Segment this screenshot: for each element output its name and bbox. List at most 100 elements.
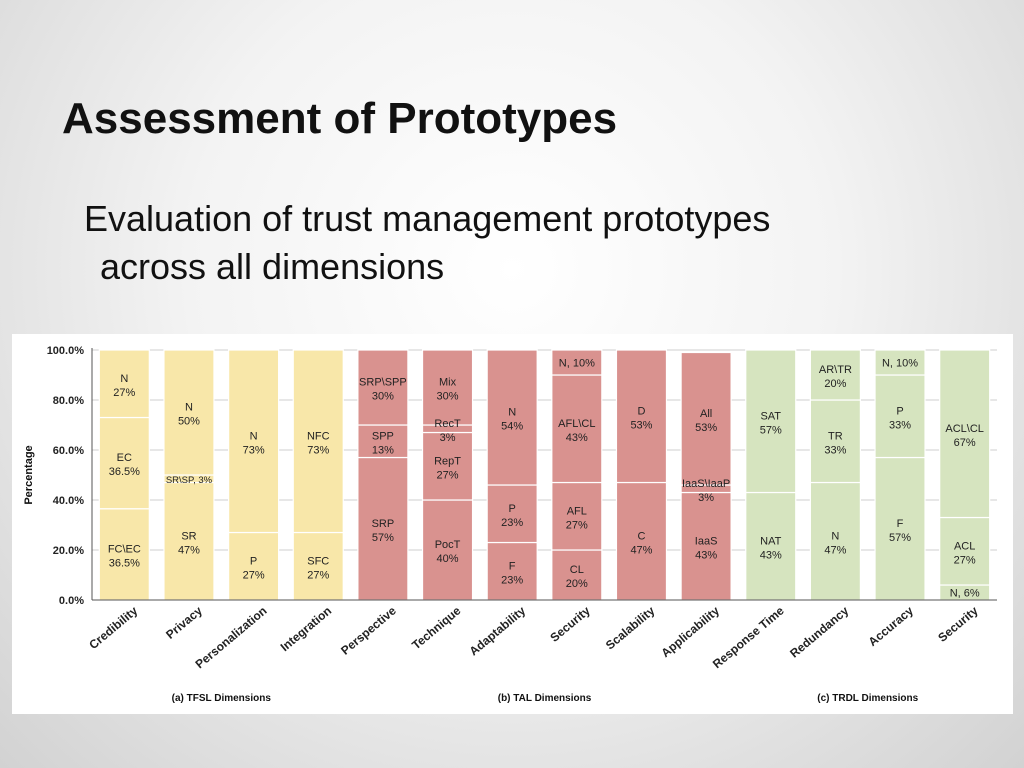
segment-value-label: 57%	[372, 532, 394, 544]
x-category-label: Technique	[409, 603, 464, 652]
bar-segment	[551, 549, 603, 601]
x-category-label: Accuracy	[866, 603, 917, 649]
bar-segment	[615, 349, 668, 484]
segment-value-label: 40%	[437, 553, 459, 565]
slide-body-line-1: Evaluation of trust management prototype…	[84, 198, 771, 239]
segment-label: F	[897, 518, 904, 530]
segment-label: AFL	[567, 505, 587, 517]
segment-value-label: 3%	[440, 432, 456, 444]
segment-label: SRP	[372, 518, 395, 530]
bar-segment	[874, 349, 926, 376]
bar-segment	[486, 541, 538, 601]
segment-value-label: 47%	[824, 544, 846, 556]
bar-segment	[551, 481, 603, 551]
slide-body-text: Evaluation of trust management prototype…	[84, 195, 964, 291]
x-category-label: Integration	[278, 604, 334, 655]
segment-label: RepT	[434, 455, 461, 467]
segment-label: RecT	[434, 418, 461, 430]
segment-label: AR\TR	[819, 364, 852, 376]
segment-value-label: 73%	[307, 444, 329, 456]
segment-label: P	[509, 503, 516, 515]
bar-segment	[745, 349, 797, 494]
segment-value-label: 67%	[954, 437, 976, 449]
segment-value-label: 57%	[889, 532, 911, 544]
bar-segment	[421, 349, 474, 426]
group-caption: (c) TRDL Dimensions	[817, 693, 918, 704]
segment-value-label: 36.5%	[109, 466, 140, 478]
bar-segment	[486, 349, 538, 486]
segment-label: SR\SP, 3%	[166, 475, 213, 486]
segment-label: ACL\CL	[945, 423, 984, 435]
x-category-label: Adaptability	[467, 603, 529, 658]
segment-label: AFL\CL	[558, 418, 595, 430]
segment-label: N	[185, 402, 193, 414]
segment-value-label: 43%	[760, 549, 782, 561]
segment-value-label: 23%	[501, 574, 523, 586]
segment-value-label: 33%	[824, 444, 846, 456]
bar-segment	[874, 374, 926, 459]
segment-label: N	[508, 407, 516, 419]
bar-segment	[357, 349, 409, 426]
segment-value-label: 30%	[372, 391, 394, 403]
segment-label: N	[120, 373, 128, 385]
x-category-label: Security	[935, 603, 981, 644]
segment-label: TR	[828, 430, 843, 442]
y-tick-label: 0.0%	[59, 595, 84, 607]
segment-value-label: 27%	[954, 554, 976, 566]
segment-label: NAT	[760, 535, 781, 547]
x-category-label: Credibility	[86, 603, 140, 652]
segment-value-label: 36.5%	[109, 557, 140, 569]
segment-label: SR	[181, 530, 196, 542]
bar-segment	[874, 456, 926, 601]
x-category-label: Privacy	[163, 603, 205, 641]
stacked-bar-chart: 0.0% 20.0% 40.0% 60.0% 80.0% 100.0% Percentage…	[23, 345, 997, 704]
bar-segment	[809, 481, 861, 601]
segment-value-label: 27%	[437, 469, 459, 481]
group-caption: (a) TFSL Dimensions	[172, 693, 272, 704]
bar-segment	[680, 351, 732, 486]
y-tick-label: 100.0%	[47, 345, 85, 357]
slide-body-line-2: across all dimensions	[100, 246, 445, 287]
slide-title: Assessment of Prototypes	[62, 94, 618, 143]
bar-segment	[228, 349, 280, 534]
segment-label: All	[700, 408, 712, 420]
segment-value-label: 27%	[307, 569, 329, 581]
segment-value-label: 54%	[501, 421, 523, 433]
segment-value-label: 30%	[437, 391, 459, 403]
x-category-label: Applicability	[658, 603, 722, 660]
bar-segment	[615, 481, 668, 601]
bar-segment	[939, 349, 991, 519]
bar-segment	[98, 416, 150, 510]
segment-value-label: 23%	[501, 517, 523, 529]
segment-label: N, 10%	[882, 358, 918, 370]
bar-segment	[357, 424, 409, 459]
segment-label: N	[250, 430, 258, 442]
segment-label: EC	[117, 452, 132, 464]
segment-label: P	[250, 555, 257, 567]
segment-value-label: 53%	[630, 419, 652, 431]
segment-value-label: 27%	[566, 519, 588, 531]
y-tick-label: 60.0%	[53, 445, 84, 457]
segment-value-label: 13%	[372, 444, 394, 456]
segment-value-label: 50%	[178, 416, 200, 428]
segment-value-label: 43%	[695, 549, 717, 561]
y-tick-label: 40.0%	[53, 495, 84, 507]
bar-segment	[551, 374, 603, 484]
segment-value-label: 20%	[566, 578, 588, 590]
segment-label: SPP	[372, 430, 394, 442]
segment-label: ACL	[954, 540, 975, 552]
segment-label: SFC	[307, 555, 329, 567]
bar-segment	[292, 349, 344, 534]
bar-segment	[421, 499, 474, 601]
segment-value-label: 27%	[113, 387, 135, 399]
y-tick-label: 20.0%	[53, 545, 84, 557]
segment-label: IaaS	[695, 535, 718, 547]
segment-value-label: 43%	[566, 432, 588, 444]
segment-label: Mix	[439, 377, 457, 389]
segment-label: N, 10%	[559, 358, 595, 370]
bar-segment	[163, 349, 215, 476]
bar-segment	[486, 484, 538, 544]
segment-label: P	[896, 405, 903, 417]
x-category-label: Scalability	[603, 603, 658, 652]
segment-value-label: 47%	[630, 544, 652, 556]
